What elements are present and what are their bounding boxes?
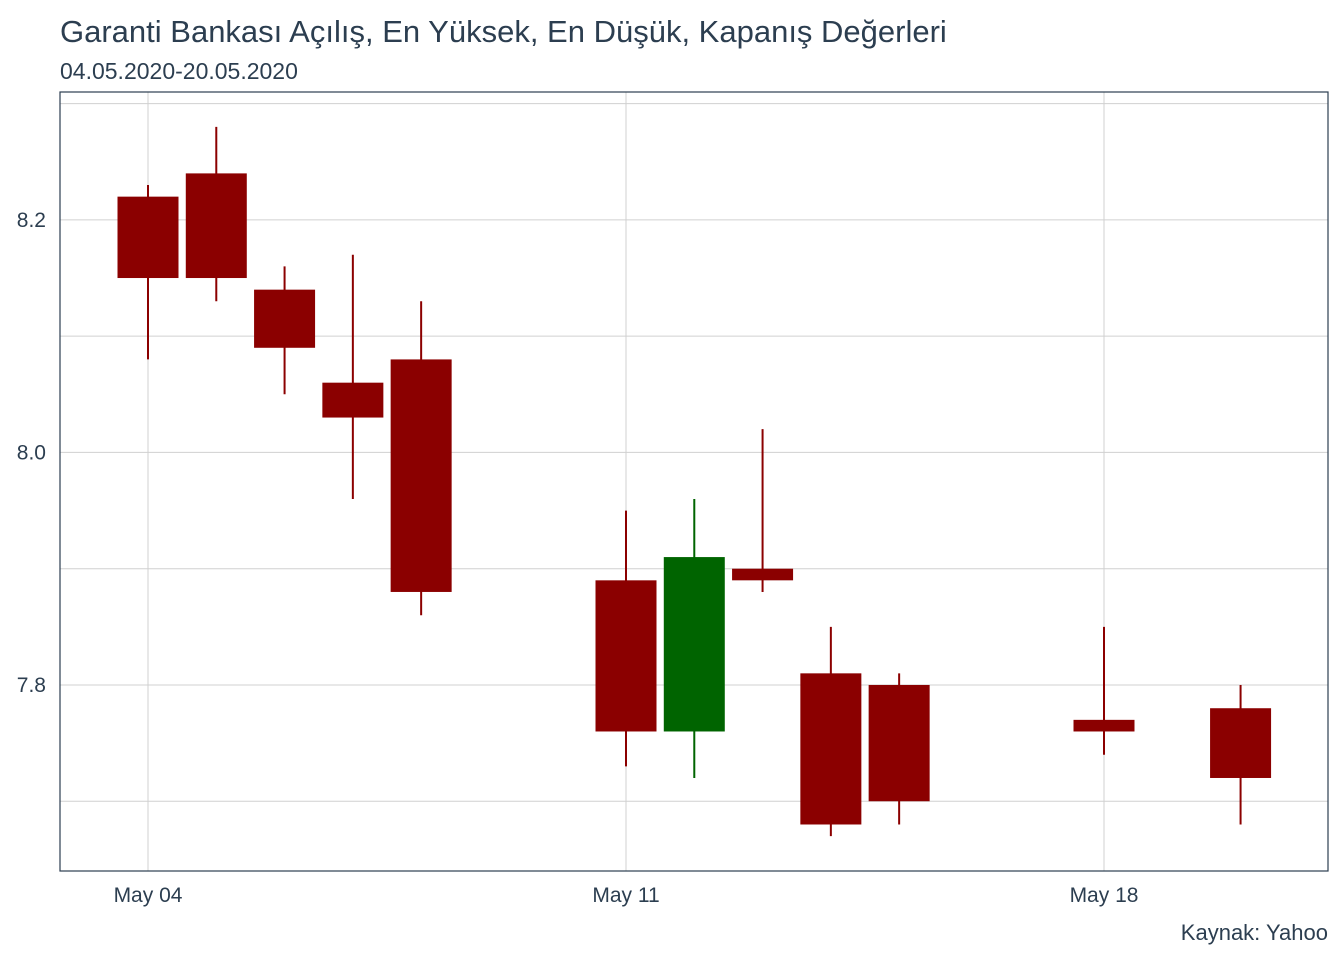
candle <box>254 266 316 395</box>
candle-body <box>254 289 316 348</box>
x-tick-label: May 18 <box>1070 884 1139 907</box>
y-axis-labels: 7.8 8.0 8.2 <box>17 209 46 697</box>
candle-body <box>1210 708 1272 778</box>
candle-body <box>868 684 930 802</box>
candle <box>1210 684 1272 825</box>
x-axis-labels: May 04 May 11 May 18 <box>114 884 1139 907</box>
chart-subtitle: 04.05.2020-20.05.2020 <box>60 58 298 84</box>
candle <box>322 254 384 499</box>
candle-body <box>800 673 862 825</box>
y-tick-label: 8.2 <box>17 209 46 232</box>
y-tick-label: 8.0 <box>17 441 46 464</box>
candle <box>185 126 247 302</box>
candle <box>663 498 725 778</box>
source-caption: Kaynak: Yahoo <box>1180 920 1328 945</box>
candle-body <box>322 382 384 418</box>
candle-body <box>185 173 247 279</box>
plot-border <box>59 91 1329 872</box>
candle <box>390 301 452 616</box>
y-tick-label: 7.8 <box>17 674 46 697</box>
candle-body <box>390 359 452 592</box>
chart-title: Garanti Bankası Açılış, En Yüksek, En Dü… <box>60 14 947 49</box>
candle-body <box>732 568 794 581</box>
candle <box>595 510 657 767</box>
candle <box>1073 626 1135 755</box>
candle <box>732 429 794 592</box>
candle-body <box>117 196 179 279</box>
x-tick-label: May 04 <box>114 884 183 907</box>
candle <box>800 626 862 837</box>
candle-body <box>663 557 725 732</box>
candles <box>117 126 1272 837</box>
candle <box>117 185 179 360</box>
x-tick-label: May 11 <box>592 884 659 907</box>
candle <box>868 673 930 825</box>
candle-body <box>595 580 657 732</box>
candle-body <box>1073 719 1135 732</box>
